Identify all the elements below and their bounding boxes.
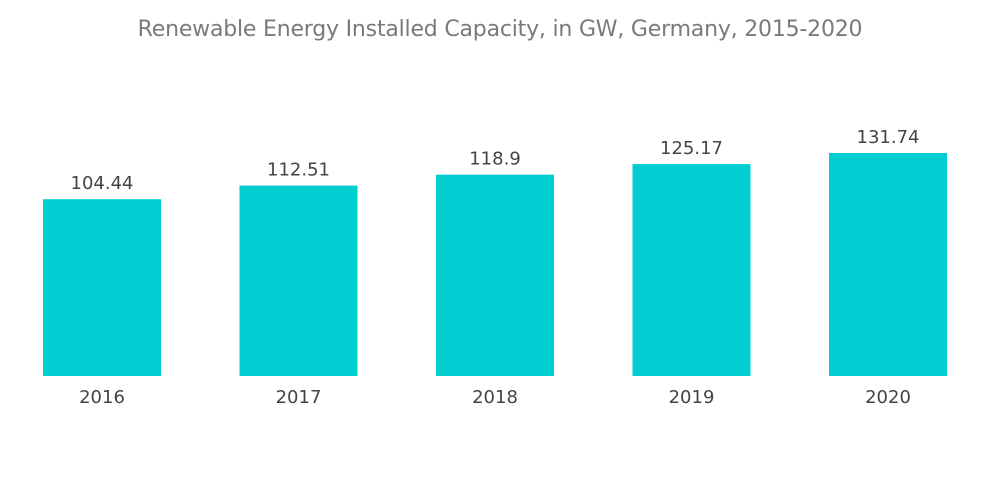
x-tick-label-2020: 2020 xyxy=(865,387,911,408)
value-label-2017: 112.51 xyxy=(267,160,330,181)
value-label-2020: 131.74 xyxy=(857,127,920,148)
x-tick-label-2016: 2016 xyxy=(79,387,125,408)
value-label-2016: 104.44 xyxy=(71,173,134,194)
x-tick-label-2018: 2018 xyxy=(472,387,518,408)
bar-2018 xyxy=(436,174,554,376)
bar-2019 xyxy=(632,164,751,376)
chart-title: Renewable Energy Installed Capacity, in … xyxy=(137,17,863,42)
value-label-2019: 125.17 xyxy=(660,138,723,159)
x-tick-label-2019: 2019 xyxy=(669,387,715,408)
value-labels-group: 104.44 112.51 118.9 125.17 131.74 xyxy=(71,127,920,194)
bar-2016 xyxy=(43,199,161,376)
x-tick-label-2017: 2017 xyxy=(276,387,322,408)
value-label-2018: 118.9 xyxy=(469,149,521,170)
x-tick-labels-group: 2016 2017 2018 2019 2020 xyxy=(79,387,911,408)
bar-2017 xyxy=(239,185,358,376)
bar-2020 xyxy=(829,153,947,376)
bars-group xyxy=(43,153,947,376)
